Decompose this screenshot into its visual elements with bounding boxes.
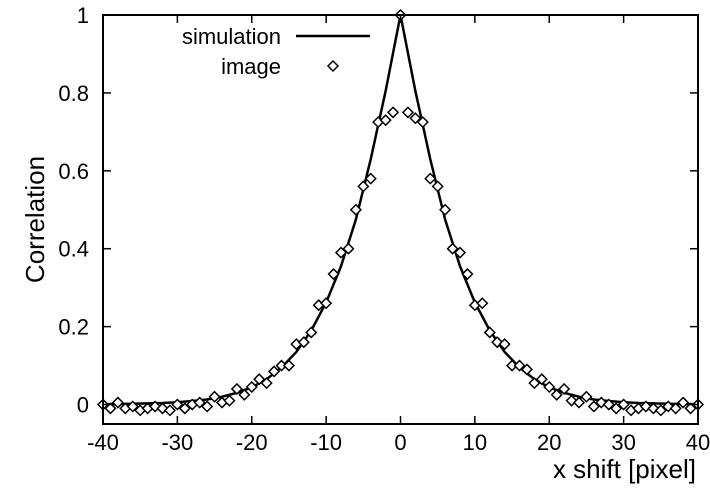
- series-line-simulation: [103, 13, 698, 406]
- plot-frame: [102, 14, 699, 425]
- x-tick-label: 30: [611, 430, 635, 455]
- data-point-image: [334, 246, 348, 259]
- data-point-image: [602, 398, 615, 411]
- data-point-image: [320, 297, 333, 310]
- data-point-image: [126, 400, 139, 413]
- data-point-image: [580, 390, 593, 403]
- data-point-image: [595, 396, 608, 409]
- legend: simulation image: [182, 24, 370, 79]
- x-tick-label: -10: [310, 430, 342, 455]
- data-point-image: [654, 404, 667, 417]
- data-point-image: [461, 267, 474, 281]
- data-point-image: [201, 400, 214, 413]
- legend-marker-image: [326, 59, 340, 73]
- y-tick-label: 0.2: [58, 315, 89, 340]
- data-point-image: [171, 398, 184, 411]
- plot-marks: [96, 8, 705, 417]
- data-point-image: [379, 114, 392, 127]
- data-point-image: [260, 377, 273, 390]
- data-point-image: [305, 326, 318, 339]
- data-point-image: [684, 402, 697, 415]
- data-point-image: [617, 398, 630, 411]
- data-point-image: [327, 267, 340, 281]
- data-point-image: [223, 394, 236, 407]
- legend-label-image: image: [221, 54, 281, 79]
- data-point-image: [639, 400, 652, 413]
- data-point-image: [453, 246, 467, 259]
- data-point-image: [587, 400, 600, 413]
- data-point-image: [535, 373, 548, 386]
- x-tick-label: 40: [686, 430, 710, 455]
- data-point-image: [483, 326, 496, 339]
- data-point-image: [364, 172, 377, 185]
- data-point-image: [111, 396, 124, 409]
- y-tick-label: 0: [77, 393, 89, 418]
- data-point-image: [342, 242, 355, 255]
- data-point-image: [104, 402, 117, 415]
- data-point-image: [416, 116, 429, 129]
- x-tick-label: -20: [236, 430, 268, 455]
- data-point-image: [230, 382, 243, 396]
- data-point-image: [268, 365, 281, 378]
- data-point-image: [282, 359, 295, 372]
- data-point-image: [387, 106, 400, 119]
- data-point-image: [558, 382, 571, 396]
- data-point-image: [208, 390, 221, 403]
- data-point-image: [401, 106, 414, 119]
- y-tick-label: 0.6: [58, 159, 89, 184]
- x-tick-label: -30: [161, 430, 193, 455]
- data-point-image: [349, 203, 362, 216]
- data-point-image: [431, 180, 444, 193]
- data-point-image: [476, 297, 489, 310]
- data-point-image: [163, 404, 176, 417]
- data-point-image: [498, 338, 511, 351]
- data-point-image: [409, 112, 422, 125]
- x-tick-label: -40: [87, 430, 119, 455]
- data-point-image: [238, 388, 251, 401]
- tick-labels: -40 -30 -20 -10 0 10 20 30 40 0 0.2 0.4 0.6 0.8 1: [58, 3, 710, 455]
- data-point-image: [297, 336, 310, 349]
- data-point-image: [572, 396, 586, 409]
- axis-ticks: [102, 14, 699, 424]
- y-axis-label: Correlation: [20, 156, 50, 283]
- data-point-image: [245, 380, 258, 394]
- data-point-image: [424, 172, 437, 185]
- data-point-image: [253, 373, 266, 386]
- data-point-image: [565, 394, 578, 407]
- data-point-image: [178, 402, 191, 415]
- data-point-image: [491, 336, 504, 349]
- data-point-image: [543, 380, 556, 394]
- data-point-image: [439, 203, 452, 216]
- data-point-image: [610, 402, 623, 415]
- data-point-image: [520, 363, 533, 376]
- x-tick-label: 10: [463, 430, 487, 455]
- data-point-image: [149, 400, 162, 413]
- x-tick-label: 0: [394, 430, 406, 455]
- data-point-image: [357, 180, 370, 193]
- x-axis-label: x shift [pixel]: [553, 454, 696, 484]
- y-tick-label: 1: [77, 3, 89, 28]
- data-point-image: [513, 359, 526, 372]
- data-point-image: [193, 396, 206, 409]
- data-point-image: [669, 402, 682, 415]
- x-tick-label: 20: [537, 430, 561, 455]
- legend-label-simulation: simulation: [182, 24, 281, 49]
- y-tick-label: 0.4: [58, 237, 89, 262]
- data-point-image: [677, 396, 690, 409]
- data-point-image: [446, 242, 459, 255]
- y-tick-label: 0.8: [58, 81, 89, 106]
- data-point-image: [528, 377, 541, 390]
- data-point-image: [550, 388, 563, 401]
